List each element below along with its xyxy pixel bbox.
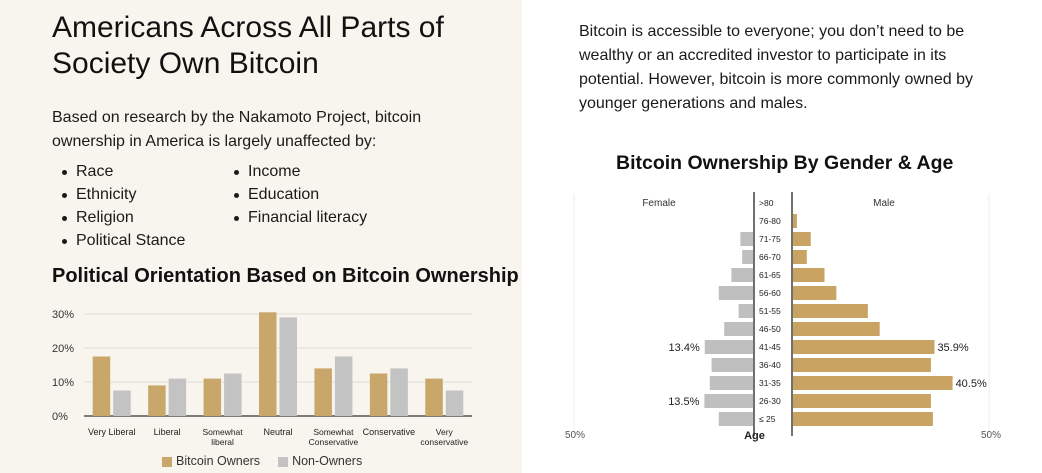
political-orientation-chart: 0%10%20%30%Very Liberal Liberal Somewhatli…: [52, 309, 472, 447]
bar: [369, 373, 388, 416]
x-tick-label: Conservative: [363, 427, 416, 437]
factor-list-2: Income Education Financial literacy: [224, 160, 367, 229]
bar-male: [793, 376, 953, 390]
bar-male: [793, 304, 868, 318]
bar: [259, 312, 277, 416]
bar: [203, 378, 222, 416]
bar: [390, 368, 408, 416]
age-label: 41-45: [759, 342, 781, 352]
bar-male: [793, 358, 931, 372]
right-panel: Bitcoin is accessible to everyone; you d…: [522, 0, 1042, 473]
bar-female: [718, 286, 753, 300]
accessibility-paragraph: Bitcoin is accessible to everyone; you d…: [579, 23, 973, 112]
age-label: 26-30: [759, 396, 781, 406]
bar-female: [704, 394, 753, 408]
left-panel: Americans Across All Parts of Society Ow…: [0, 0, 522, 473]
list-item: Race: [52, 160, 185, 183]
bar-male: [793, 322, 880, 336]
age-label: 36-40: [759, 360, 781, 370]
x-tick-label: liberal: [211, 437, 234, 447]
list-item: Income: [224, 160, 367, 183]
bar-male: [793, 214, 797, 228]
bar-female: [724, 322, 753, 336]
bar-female: [704, 340, 753, 354]
bar: [148, 385, 166, 416]
list-item: Political Stance: [52, 229, 185, 252]
pyramid-chart-title: Bitcoin Ownership By Gender & Age: [616, 152, 954, 174]
x-tick-label: Liberal: [154, 427, 181, 437]
bar: [224, 373, 242, 416]
age-label: 46-50: [759, 324, 781, 334]
age-label: 56-60: [759, 288, 781, 298]
list-item: Ethnicity: [52, 183, 185, 206]
age-label: 61-65: [759, 270, 781, 280]
x-tick-label: Somewhat: [202, 427, 243, 437]
y-tick-label: 20%: [52, 343, 74, 355]
data-label: 40.5%: [956, 378, 987, 390]
age-axis-label: Age: [744, 430, 765, 442]
x-tick-label: conservative: [420, 437, 468, 447]
bar-male: [793, 412, 933, 426]
legend-swatch-owners: [162, 456, 172, 467]
age-label: >80: [759, 198, 774, 208]
bar: [168, 378, 187, 416]
x-tick-label: Conservative: [309, 437, 359, 447]
bar-female: [738, 304, 753, 318]
y-tick-label: 10%: [52, 377, 74, 389]
list-item: Education: [224, 183, 367, 206]
intro-paragraph: Based on research by the Nakamoto Projec…: [52, 109, 422, 150]
data-label: 13.5%: [668, 396, 699, 408]
bar: [113, 390, 131, 416]
x-tick-label: Somewhat: [313, 427, 354, 437]
bar-male: [793, 268, 825, 282]
bar: [92, 356, 111, 416]
legend-swatch-non-owners: [278, 456, 289, 467]
legend-item-owners: Bitcoin Owners: [162, 454, 260, 469]
age-label: ≤ 25: [759, 414, 776, 424]
bar-male: [793, 286, 837, 300]
bar-female: [718, 412, 753, 426]
x-tick-label: Neutral: [263, 427, 292, 437]
bar-female: [711, 358, 753, 372]
x-edge-label-left: 50%: [565, 430, 585, 441]
factor-list-1: Race Ethnicity Religion Political Stance: [52, 160, 185, 252]
age-label: 31-35: [759, 378, 781, 388]
list-item: Religion: [52, 206, 185, 229]
bar-male: [793, 340, 935, 354]
age-label: 71-75: [759, 234, 781, 244]
series-label-male: Male: [873, 198, 895, 209]
list-item: Financial literacy: [224, 206, 367, 229]
age-label: 51-55: [759, 306, 781, 316]
age-label: 66-70: [759, 252, 781, 262]
legend-item-non-owners: Non-Owners: [278, 454, 362, 469]
bar: [314, 368, 332, 416]
legend-label-non-owners: Non-Owners: [292, 454, 363, 468]
data-label: 35.9%: [937, 342, 968, 354]
bar-female: [740, 232, 753, 246]
gender-age-pyramid-chart: Female Male >80 76-80 71-75 66-70 61-65 56-60 51…: [565, 192, 1001, 442]
series-label-female: Female: [642, 198, 676, 209]
bar-male: [793, 394, 931, 408]
y-tick-label: 30%: [52, 309, 74, 321]
bar-female: [742, 250, 753, 264]
main-title: Americans Across All Parts of Society Ow…: [52, 11, 444, 80]
political-chart-legend: Bitcoin Owners Non-Owners: [162, 454, 362, 469]
data-label: 13.4%: [669, 342, 700, 354]
bar-female: [709, 376, 753, 390]
y-tick-label: 0%: [52, 411, 68, 423]
x-edge-label-right: 50%: [981, 430, 1001, 441]
bar: [279, 317, 297, 416]
bar-male: [793, 232, 811, 246]
bar: [425, 378, 443, 416]
x-tick-label: Very: [436, 427, 454, 437]
bar: [334, 356, 353, 416]
political-chart-title: Political Orientation Based on Bitcoin O…: [52, 265, 519, 287]
bar-male: [793, 250, 807, 264]
legend-label-owners: Bitcoin Owners: [176, 454, 261, 468]
bar: [445, 390, 464, 416]
bar-female: [731, 268, 753, 282]
age-label: 76-80: [759, 216, 781, 226]
x-tick-label: Very Liberal: [88, 427, 136, 437]
